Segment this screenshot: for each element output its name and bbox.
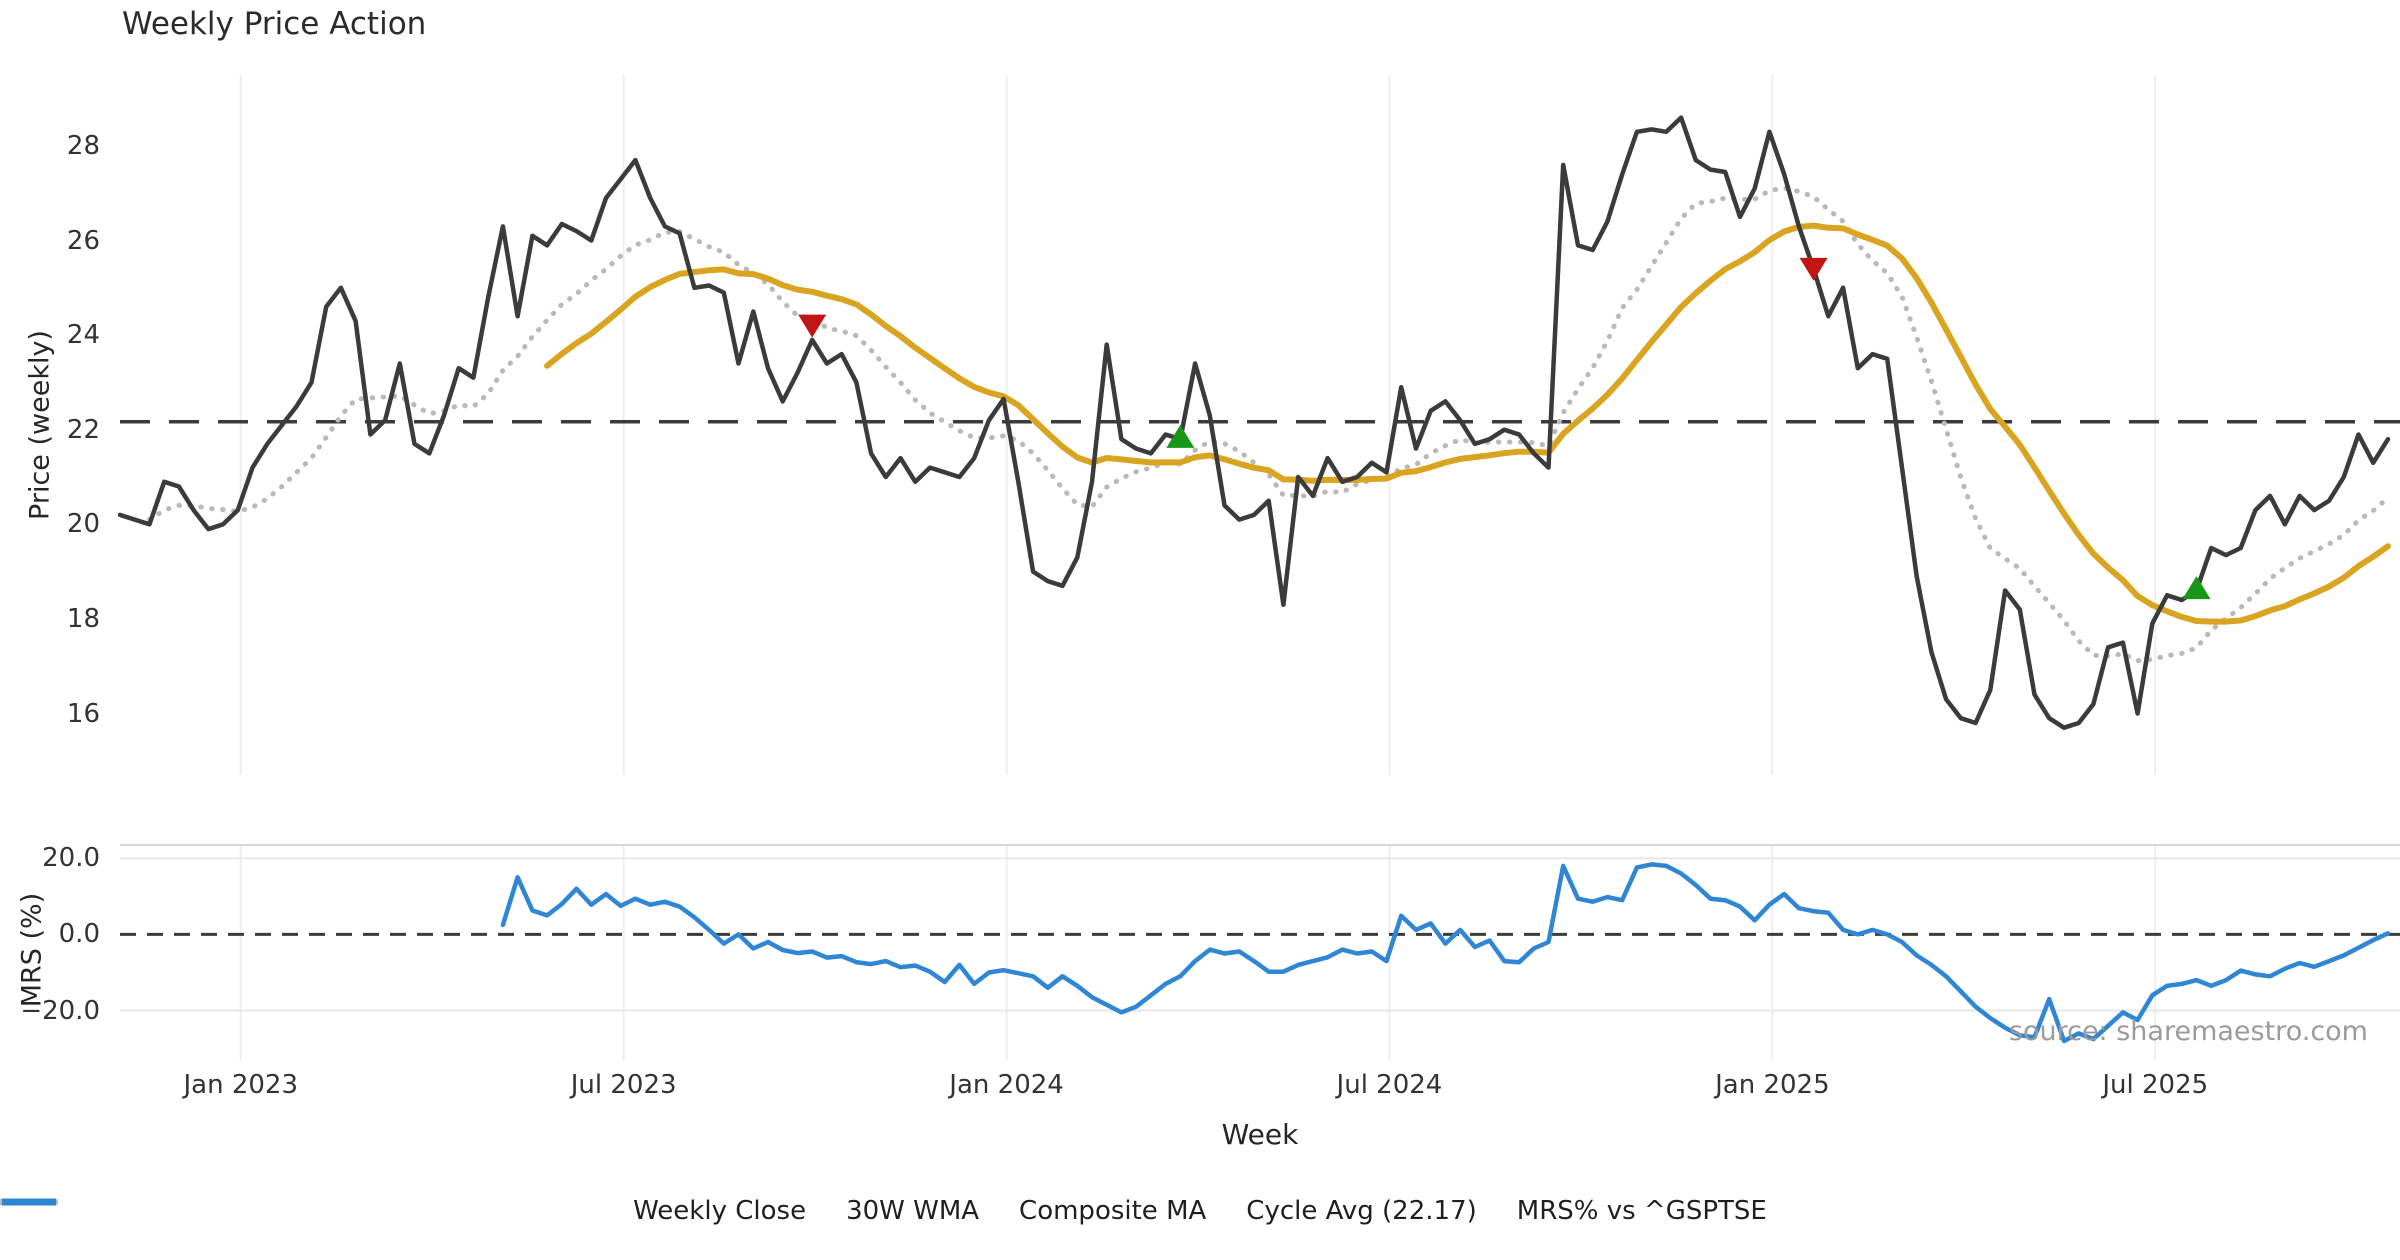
legend-item-30w-wma: 30W WMA (2, 1196, 980, 1226)
price-y-tick-label: 20 (66, 509, 100, 540)
price-axis-label: Price (weekly) (24, 330, 56, 520)
legend-label: 30W WMA (846, 1196, 980, 1226)
source-note: source: sharemaestro.com (2008, 1016, 2368, 1047)
legend-item-cycle-avg-22-17-: Cycle Avg (22.17) (2, 1196, 1477, 1226)
legend-label: MRS% vs ^GSPTSE (1516, 1196, 1767, 1226)
price-y-tick-label: 24 (66, 320, 100, 351)
price-y-tick-label: 18 (66, 603, 100, 634)
x-tick-label: Jul 2025 (2102, 1070, 2209, 1100)
x-axis-label: Week (1221, 1118, 1299, 1151)
x-tick-label: Jan 2025 (1715, 1070, 1830, 1100)
x-tick-label: Jan 2024 (949, 1070, 1064, 1100)
price-y-tick-label: 26 (66, 225, 100, 256)
price-y-tick-label: 22 (66, 414, 100, 445)
legend-label: Weekly Close (633, 1196, 807, 1226)
legend-line-sample (2, 1198, 56, 1206)
legend-label: Composite MA (1019, 1196, 1207, 1226)
mrs-y-tick-label: 20.0 (42, 843, 100, 874)
legend-label: Cycle Avg (22.17) (1246, 1196, 1477, 1226)
legend-item-weekly-close: Weekly Close (2, 1196, 807, 1226)
mrs-y-tick-label: 0.0 (58, 919, 100, 950)
legend: Weekly Close 30W WMA Composite MA Cycle Avg… (0, 1196, 2400, 1226)
legend-item-composite-ma: Composite MA (0, 1196, 1207, 1226)
x-tick-label: Jul 2024 (1336, 1070, 1443, 1100)
sell-signal-marker (798, 314, 827, 338)
buy-signal-marker (2182, 576, 2211, 600)
x-tick-label: Jul 2023 (570, 1070, 677, 1100)
buy-signal-marker (1166, 424, 1195, 448)
x-tick-label: Jan 2023 (183, 1070, 299, 1100)
legend-item-mrs-vs-gsptse: MRS% vs ^GSPTSE (2, 1196, 1767, 1226)
mrs-y-tick-label: −20.0 (20, 995, 100, 1026)
price-y-tick-label: 28 (66, 130, 100, 161)
sell-signal-marker (1799, 257, 1828, 281)
mrs-axis-label: MRS (%) (16, 892, 48, 1008)
price-y-tick-label: 16 (66, 698, 100, 729)
chart-title: Weekly Price Action (122, 6, 427, 42)
